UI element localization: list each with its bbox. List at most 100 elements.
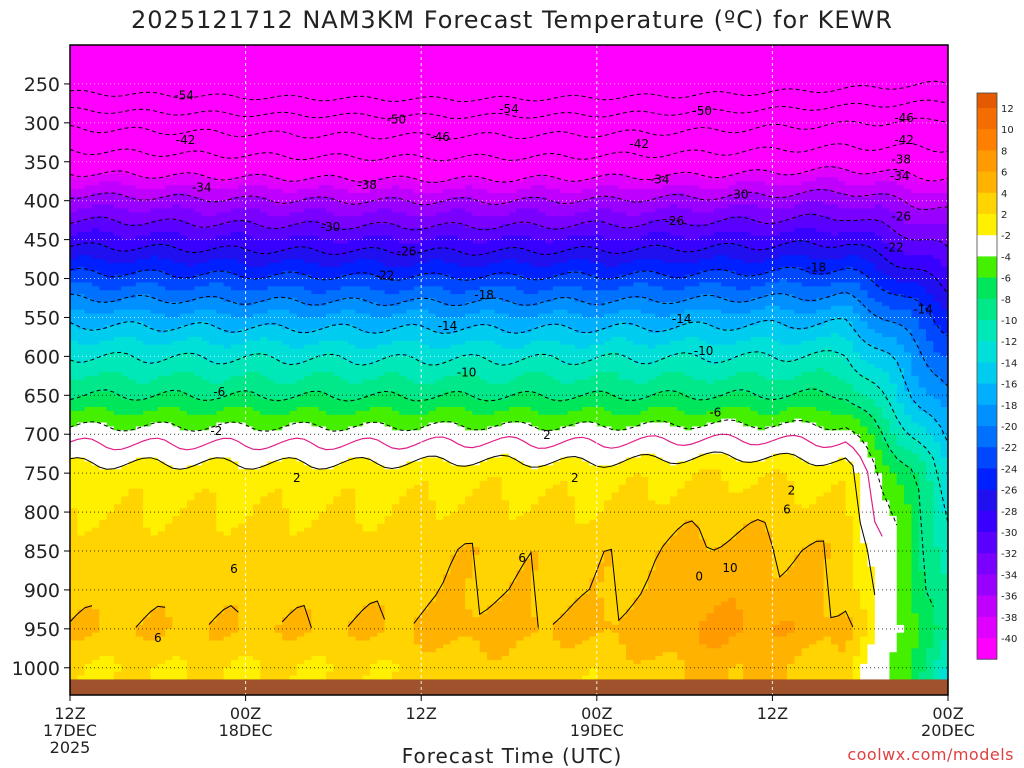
temperature-cell (113, 375, 122, 381)
temperature-cell (99, 290, 108, 295)
temperature-cell (77, 115, 86, 120)
chart-title: 2025121712 NAM3KM Forecast Temperature (… (0, 6, 1024, 34)
temperature-cell (106, 161, 115, 167)
temperature-cell (187, 605, 195, 610)
temperature-cell (194, 83, 203, 89)
temperature-cell (201, 126, 210, 132)
temperature-cell (135, 118, 144, 124)
temperature-cell (77, 333, 86, 338)
temperature-cell (194, 379, 203, 385)
temperature-cell (194, 523, 203, 529)
temperature-cell (194, 512, 203, 517)
temperature-cell (274, 574, 283, 579)
temperature-cell (157, 519, 166, 525)
temperature-cell (135, 239, 144, 245)
temperature-cell (267, 496, 276, 501)
temperature-cell (238, 387, 247, 392)
temperature-cell (128, 515, 137, 521)
temperature-cell (99, 586, 108, 591)
temperature-cell (113, 305, 122, 311)
temperature-cell (150, 212, 159, 217)
temperature-cell (91, 473, 100, 478)
temperature-cell (106, 115, 115, 120)
temperature-cell (245, 578, 254, 583)
temperature-cell (77, 274, 86, 280)
temperature-cell (150, 601, 159, 607)
temperature-cell (99, 297, 108, 303)
temperature-cell (216, 438, 225, 443)
temperature-cell (223, 648, 232, 653)
temperature-cell (194, 60, 203, 66)
temperature-cell (128, 344, 137, 350)
temperature-cell (84, 399, 93, 404)
temperature-cell (91, 589, 100, 595)
temperature-cell (172, 200, 181, 206)
temperature-cell (194, 519, 203, 525)
temperature-cell (216, 383, 225, 389)
temperature-cell (223, 52, 232, 58)
temperature-cell (260, 286, 269, 291)
temperature-cell (282, 157, 291, 163)
temperature-cell (84, 410, 93, 416)
temperature-cell (84, 422, 93, 428)
temperature-cell (216, 286, 225, 291)
temperature-cell (77, 438, 86, 443)
temperature-cell (143, 317, 152, 322)
temperature-cell (245, 165, 254, 171)
temperature-cell (179, 313, 188, 319)
temperature-cell (201, 329, 210, 334)
temperature-cell (113, 453, 122, 459)
temperature-cell (77, 492, 86, 498)
temperature-cell (260, 325, 269, 330)
temperature-cell (128, 259, 137, 264)
temperature-cell (77, 539, 86, 544)
temperature-cell (84, 461, 93, 466)
temperature-cell (245, 153, 254, 159)
temperature-cell (274, 142, 283, 147)
temperature-cell (282, 480, 291, 486)
temperature-cell (106, 118, 115, 124)
temperature-cell (70, 262, 78, 268)
temperature-cell (187, 297, 195, 303)
temperature-cell (223, 504, 232, 509)
temperature-cell (121, 535, 130, 540)
temperature-cell (91, 364, 100, 369)
temperature-cell (121, 200, 130, 206)
temperature-cell (187, 656, 195, 661)
temperature-cell (274, 406, 283, 412)
temperature-cell (187, 406, 195, 412)
temperature-cell (150, 383, 159, 389)
temperature-cell (209, 297, 217, 303)
temperature-cell (84, 227, 93, 233)
temperature-cell (143, 671, 152, 677)
temperature-cell (143, 395, 152, 400)
temperature-cell (245, 371, 254, 377)
temperature-cell (106, 399, 115, 404)
temperature-cell (135, 523, 144, 529)
temperature-cell (135, 333, 144, 338)
temperature-cell (194, 535, 203, 540)
temperature-cell (245, 648, 254, 653)
temperature-cell (179, 336, 188, 342)
temperature-cell (230, 173, 239, 178)
temperature-cell (135, 348, 144, 354)
temperature-cell (187, 570, 195, 575)
temperature-cell (260, 333, 269, 338)
temperature-cell (252, 539, 261, 544)
temperature-cell (121, 578, 130, 583)
temperature-cell (282, 500, 291, 505)
temperature-cell (187, 336, 195, 342)
temperature-cell (99, 465, 108, 470)
temperature-cell (223, 325, 232, 330)
temperature-cell (187, 356, 195, 361)
temperature-cell (216, 181, 225, 186)
temperature-cell (216, 659, 225, 665)
temperature-cell (91, 543, 100, 548)
temperature-cell (209, 535, 217, 540)
temperature-cell (106, 103, 115, 108)
temperature-cell (106, 325, 115, 330)
temperature-cell (70, 558, 78, 564)
temperature-cell (165, 675, 174, 681)
temperature-cell (230, 68, 239, 73)
temperature-cell (113, 161, 122, 167)
